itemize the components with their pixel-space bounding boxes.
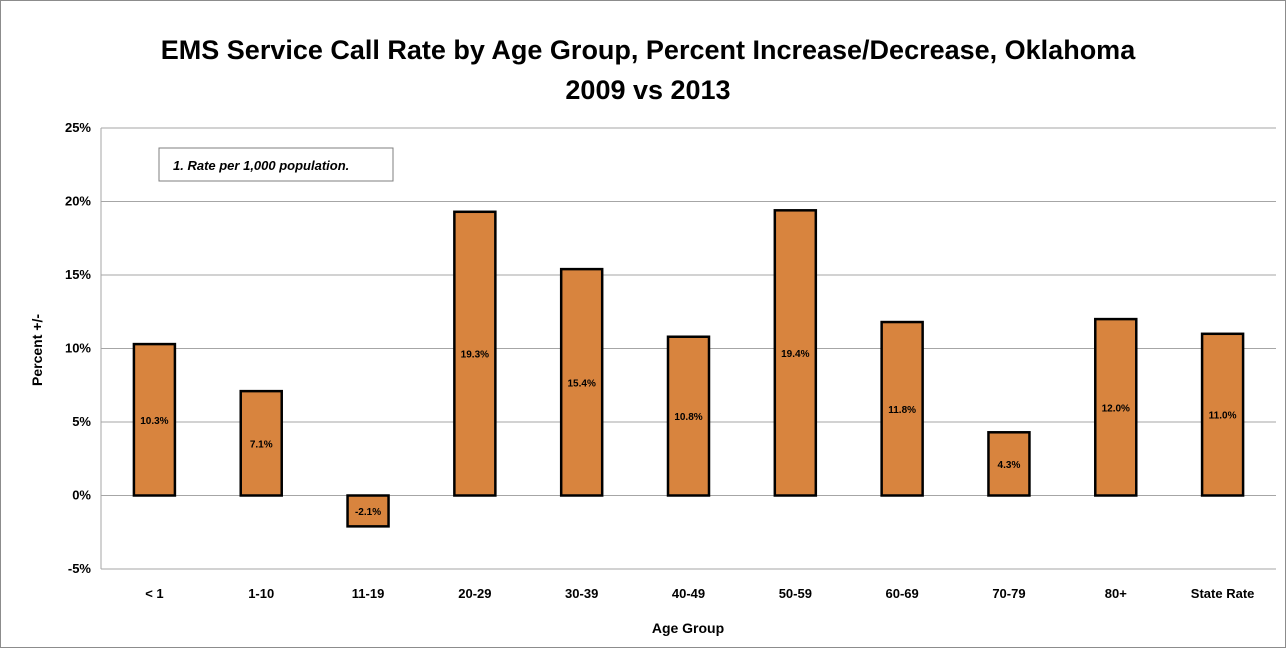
bar-50-59 (773, 209, 818, 497)
x-tick-label: 80+ (1105, 586, 1127, 601)
chart-title-line2: 2009 vs 2013 (565, 75, 730, 105)
x-tick-label: 40-49 (672, 586, 705, 601)
x-tick-label: 30-39 (565, 586, 598, 601)
data-label: 12.0% (1102, 403, 1130, 414)
data-label: 11.0% (1209, 411, 1237, 422)
note-box-border (158, 147, 394, 182)
data-label: 10.3% (140, 416, 168, 427)
bars (132, 209, 1245, 528)
x-tick-label: < 1 (145, 586, 163, 601)
bar-1-10 (239, 389, 283, 497)
x-tick-label: State Rate (1191, 586, 1255, 601)
y-tick-label: 0% (72, 488, 91, 503)
x-tick-label: 50-59 (779, 586, 812, 601)
x-tick-label: 11-19 (352, 586, 385, 601)
bar-70-79 (987, 431, 1031, 497)
data-label: 19.3% (461, 350, 489, 361)
bar-60-69 (880, 320, 924, 497)
bar-80 (1094, 317, 1138, 497)
chart-title-line1: EMS Service Call Rate by Age Group, Perc… (161, 35, 1136, 65)
bar-1 (132, 342, 177, 497)
x-tick-label: 60-69 (886, 586, 919, 601)
y-tick-label: 25% (65, 120, 91, 135)
x-tick-label: 70-79 (992, 586, 1025, 601)
x-axis-ticks: < 1 1-10 11-19 20-29 30-39 40-49 50-59 60-69 70-… (145, 586, 1254, 601)
data-label: 7.1% (250, 439, 273, 450)
x-tick-label: 20-29 (458, 586, 491, 601)
data-label: 4.3% (998, 460, 1021, 471)
y-axis-title: Percent +/- (29, 314, 45, 386)
bar-state-rate (1200, 332, 1245, 497)
note-text: 1. Rate per 1,000 population. (173, 158, 349, 173)
data-label: 11.8% (888, 405, 916, 416)
x-axis-title: Age Group (652, 620, 724, 636)
bar-20-29 (453, 210, 497, 497)
data-labels: 10.3% 7.1% -2.1% 19.3% 15.4% 10.8% 19.4% 11.8% 4… (140, 349, 1236, 518)
y-tick-label: 10% (65, 341, 91, 356)
bar-11-19 (346, 494, 390, 528)
data-label: 19.4% (781, 349, 809, 360)
note-box: 1. Rate per 1,000 population. (158, 147, 394, 182)
y-tick-label: -5% (68, 561, 92, 576)
bar-40-49 (666, 335, 711, 497)
y-tick-label: 20% (65, 194, 91, 209)
y-tick-label: 15% (65, 267, 91, 282)
bar-30-39 (559, 267, 604, 497)
x-tick-label: 1-10 (248, 586, 274, 601)
y-tick-label: 5% (72, 414, 91, 429)
data-label: 10.8% (674, 412, 702, 423)
y-axis-ticks: -5% 0% 5% 10% 15% 20% 25% (65, 120, 91, 576)
data-label: 15.4% (568, 378, 596, 389)
data-label: -2.1% (355, 507, 381, 518)
